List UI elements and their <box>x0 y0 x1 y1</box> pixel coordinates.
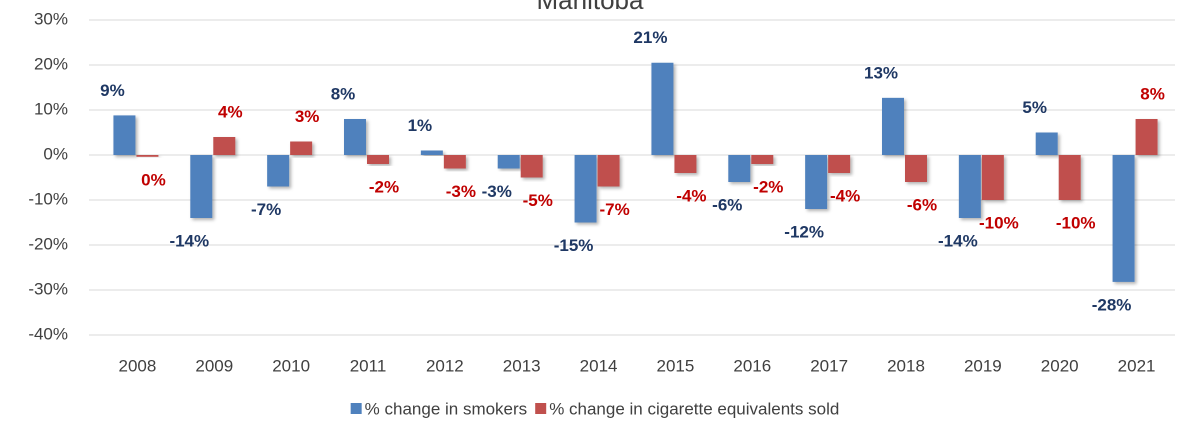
data-label: 8% <box>331 84 356 103</box>
x-tick-label: 2010 <box>272 356 310 375</box>
data-label: -7% <box>599 200 629 219</box>
bar <box>1058 155 1081 200</box>
data-label: -2% <box>369 177 399 196</box>
data-label: -5% <box>523 191 553 210</box>
bar <box>651 62 674 155</box>
x-tick-label: 2018 <box>887 356 925 375</box>
data-label: -12% <box>784 222 824 241</box>
y-tick-label: 10% <box>34 99 68 118</box>
bar <box>190 155 213 218</box>
x-tick-label: 2014 <box>580 356 618 375</box>
bar <box>805 155 828 209</box>
bar <box>828 155 851 173</box>
bar <box>443 155 466 169</box>
y-tick-label: -40% <box>28 324 68 343</box>
bar <box>213 137 236 155</box>
bar <box>728 155 751 182</box>
x-tick-label: 2015 <box>657 356 695 375</box>
x-tick-label: 2017 <box>810 356 848 375</box>
bar <box>136 155 159 157</box>
legend-label: % change in smokers <box>365 399 528 418</box>
legend-label: % change in cigarette equivalents sold <box>549 399 839 418</box>
bar <box>1035 132 1058 155</box>
bar <box>958 155 981 218</box>
y-tick-label: 30% <box>34 9 68 28</box>
bar <box>1112 155 1135 282</box>
x-tick-label: 2009 <box>195 356 233 375</box>
data-label: -7% <box>251 200 281 219</box>
x-tick-label: 2020 <box>1041 356 1079 375</box>
bar <box>267 155 290 187</box>
data-label: -10% <box>1056 213 1096 232</box>
data-label: -28% <box>1092 295 1132 314</box>
data-label: -10% <box>979 213 1019 232</box>
data-label: -6% <box>712 195 742 214</box>
data-label: 0% <box>141 170 166 189</box>
x-tick-label: 2021 <box>1118 356 1156 375</box>
bar <box>905 155 927 182</box>
data-label: -3% <box>446 182 476 201</box>
x-tick-label: 2013 <box>503 356 541 375</box>
data-label: -2% <box>753 177 783 196</box>
y-tick-label: 0% <box>43 144 68 163</box>
data-label: -4% <box>830 186 860 205</box>
data-label: 8% <box>1140 84 1165 103</box>
x-tick-label: 2008 <box>119 356 157 375</box>
bar <box>674 155 697 173</box>
data-label: -3% <box>482 182 512 201</box>
data-label: -4% <box>676 186 706 205</box>
x-tick-label: 2012 <box>426 356 464 375</box>
x-tick-label: 2011 <box>350 356 387 375</box>
bar <box>367 155 389 164</box>
x-tick-label: 2019 <box>964 356 1002 375</box>
bar <box>574 155 597 223</box>
bar <box>497 155 520 169</box>
data-label: 21% <box>633 28 667 47</box>
bar <box>113 115 136 155</box>
legend-swatch <box>350 403 362 414</box>
bar <box>1135 119 1158 155</box>
data-label: -14% <box>938 231 978 250</box>
data-label: -15% <box>554 236 594 255</box>
chart-title: Manitoba <box>537 0 644 15</box>
bar <box>520 155 543 178</box>
data-label: 13% <box>864 63 898 82</box>
bar <box>981 155 1004 200</box>
data-label: 9% <box>100 81 125 100</box>
bar <box>344 119 366 155</box>
bar <box>597 155 620 187</box>
y-tick-label: -20% <box>28 234 68 253</box>
legend-swatch <box>535 403 547 414</box>
y-tick-label: -10% <box>28 189 68 208</box>
data-label: -14% <box>169 231 209 250</box>
data-label: 1% <box>408 116 433 135</box>
bar <box>290 141 313 155</box>
data-label: -6% <box>907 195 937 214</box>
data-label: 4% <box>218 102 243 121</box>
y-tick-label: -30% <box>28 279 68 298</box>
bar <box>751 155 774 164</box>
y-tick-label: 20% <box>34 54 68 73</box>
x-tick-label: 2016 <box>733 356 771 375</box>
data-label: 5% <box>1022 98 1047 117</box>
data-label: 3% <box>295 107 320 126</box>
bar <box>420 150 443 155</box>
bar <box>882 97 904 155</box>
